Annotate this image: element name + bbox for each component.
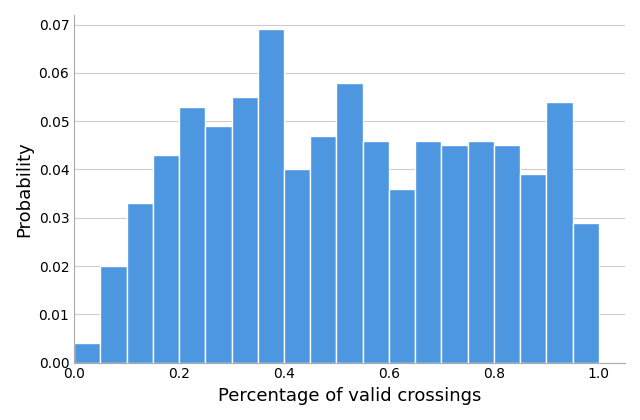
Bar [389, 189, 415, 362]
Bar [310, 136, 337, 362]
Bar [258, 29, 284, 362]
Bar [153, 155, 179, 362]
Bar [284, 170, 310, 362]
Bar [415, 141, 442, 362]
Bar [547, 102, 573, 362]
Bar [468, 141, 494, 362]
X-axis label: Percentage of valid crossings: Percentage of valid crossings [218, 387, 481, 405]
Bar [232, 97, 258, 362]
Bar [442, 145, 468, 362]
Bar [179, 107, 205, 362]
Bar [74, 343, 100, 362]
Bar [337, 83, 363, 362]
Bar [127, 203, 153, 362]
Bar [205, 126, 232, 362]
Bar [494, 145, 520, 362]
Y-axis label: Probability: Probability [15, 141, 33, 236]
Bar [100, 266, 127, 362]
Bar [573, 223, 599, 362]
Bar [363, 141, 389, 362]
Bar [520, 174, 547, 362]
